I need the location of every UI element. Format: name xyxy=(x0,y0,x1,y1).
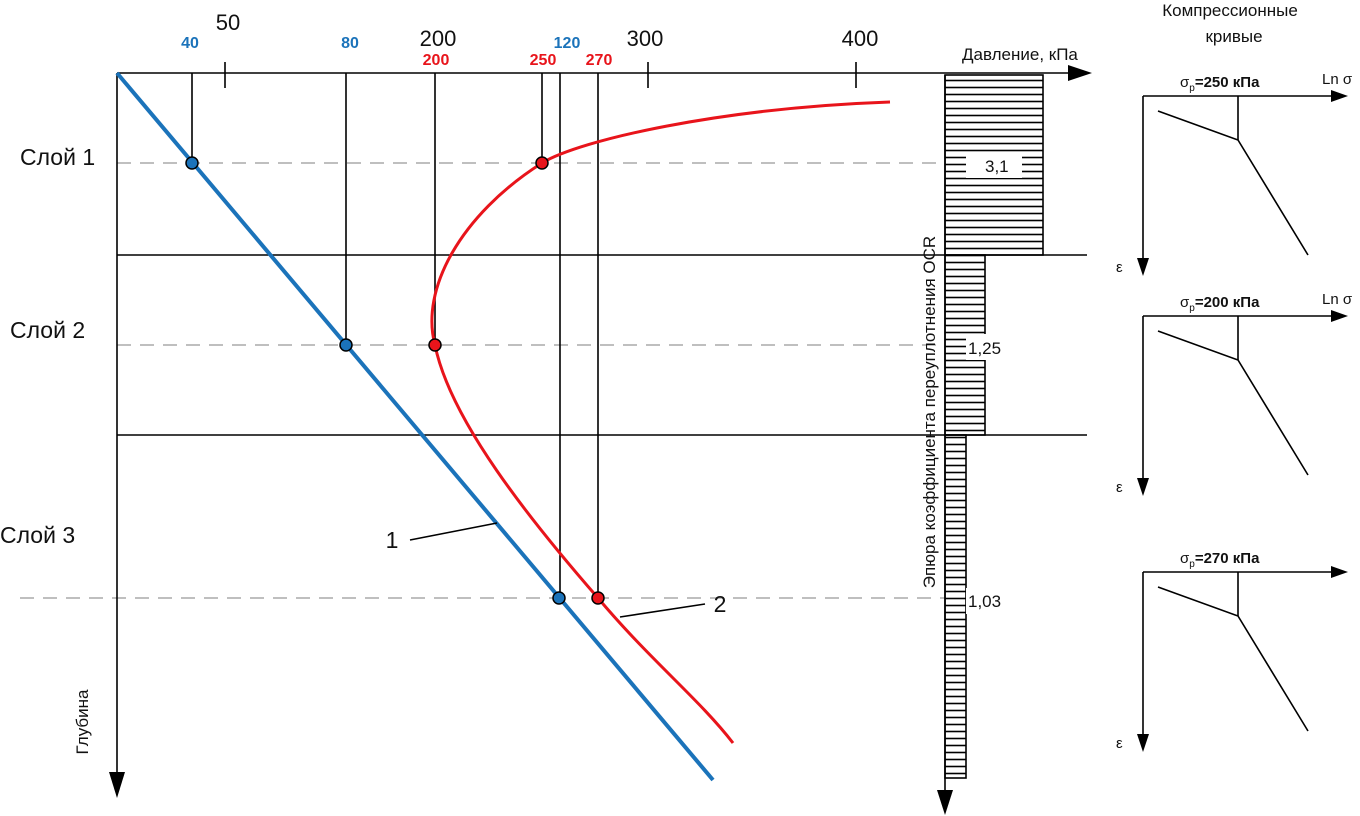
compression-title: Компрессионные xyxy=(1162,1,1298,20)
curve xyxy=(1157,586,1309,732)
symbol: σ xyxy=(1180,294,1190,311)
arrow xyxy=(1137,478,1149,496)
stress-label: 270 xyxy=(586,52,613,69)
tick-label: 200 xyxy=(420,26,457,51)
ocr-value: 1,25 xyxy=(968,339,1001,358)
tick-label: 400 xyxy=(842,26,879,51)
layer-label: Слой 1 xyxy=(20,144,95,170)
value: =270 кПа xyxy=(1195,550,1260,567)
depth-label: Глубина xyxy=(73,689,92,754)
ocr-plot xyxy=(937,74,1044,815)
arrow xyxy=(1137,258,1149,276)
subscript: p xyxy=(1189,559,1195,570)
curve xyxy=(1157,110,1309,256)
arrow xyxy=(1331,310,1348,322)
curve-label: 1 xyxy=(386,527,399,553)
value: =250 кПа xyxy=(1195,74,1260,91)
layer-label: Слой 3 xyxy=(0,522,75,548)
pressure-label: σp=250 кПа xyxy=(1180,74,1260,94)
x-axis-label: Ln σ xyxy=(1322,291,1353,308)
pressure-label: σp=270 кПа xyxy=(1180,550,1260,570)
line-2 xyxy=(430,100,891,744)
symbol: σ xyxy=(1180,550,1190,567)
subscript: p xyxy=(1189,83,1195,94)
pressure-label: σp=200 кПа xyxy=(1180,294,1260,314)
stress-label: 250 xyxy=(530,52,557,69)
drop-lines xyxy=(191,73,599,598)
arrow xyxy=(1331,90,1348,102)
compression-title: кривые xyxy=(1205,27,1262,46)
line-1 xyxy=(115,71,715,782)
value: =200 кПа xyxy=(1195,294,1260,311)
ocr-value: 3,1 xyxy=(985,157,1009,176)
ocr-title: Эпюра коэффициента переуплотнения OCR xyxy=(920,236,939,588)
points xyxy=(185,156,605,605)
symbol: σ xyxy=(1180,74,1190,91)
axis-title: Давление, кПа xyxy=(962,45,1078,64)
stress-label: 80 xyxy=(341,35,359,52)
curve-label: 2 xyxy=(714,591,727,617)
ocr-value: 1,03 xyxy=(968,592,1001,611)
arrow xyxy=(1331,566,1348,578)
tick-label: 50 xyxy=(216,10,240,35)
stress-label: 200 xyxy=(423,52,450,69)
axes xyxy=(109,62,1092,798)
y-axis-label: ε xyxy=(1116,479,1123,496)
grid xyxy=(20,162,1087,599)
stress-label: 120 xyxy=(554,35,581,52)
curve xyxy=(1157,330,1309,476)
layer-label: Слой 2 xyxy=(10,317,85,343)
y-axis-label: ε xyxy=(1116,259,1123,276)
x-axis-label: Ln σ xyxy=(1322,71,1353,88)
stress-label: 40 xyxy=(181,35,199,52)
tick-label: 300 xyxy=(627,26,664,51)
subscript: p xyxy=(1189,303,1195,314)
arrow xyxy=(1137,734,1149,752)
y-axis-label: ε xyxy=(1116,735,1123,752)
